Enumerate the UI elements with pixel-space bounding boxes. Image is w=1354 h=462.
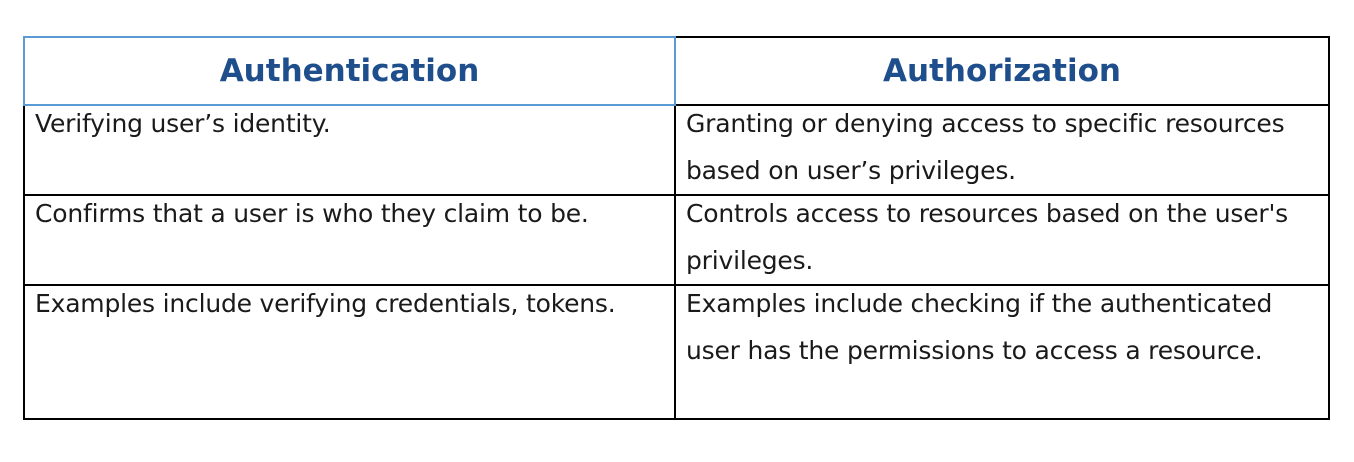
table-cell: Granting or denying access to specific r…	[674, 104, 1330, 196]
header-authentication: Authentication	[23, 36, 676, 106]
table-cell: Controls access to resources based on th…	[674, 194, 1330, 286]
table-cell: Confirms that a user is who they claim t…	[23, 194, 676, 286]
table-cell: Examples include verifying credentials, …	[23, 284, 676, 420]
table-row: Examples include verifying credentials, …	[23, 284, 1330, 420]
cell-text: Confirms that a user is who they claim t…	[35, 199, 589, 228]
table-header-row: Authentication Authorization	[23, 36, 1330, 106]
comparison-table-container: Authentication Authorization Verifying u…	[23, 36, 1330, 420]
cell-text: Examples include verifying credentials, …	[35, 289, 616, 318]
comparison-table: Authentication Authorization Verifying u…	[23, 36, 1330, 420]
cell-text: Controls access to resources based on th…	[686, 199, 1288, 275]
cell-text: Granting or denying access to specific r…	[686, 109, 1285, 185]
table-cell: Examples include checking if the authent…	[674, 284, 1330, 420]
cell-text: Examples include checking if the authent…	[686, 289, 1273, 365]
table-row: Confirms that a user is who they claim t…	[23, 194, 1330, 286]
header-authorization: Authorization	[674, 36, 1330, 106]
cell-text: Verifying user’s identity.	[35, 109, 331, 138]
table-cell: Verifying user’s identity.	[23, 104, 676, 196]
table-row: Verifying user’s identity. Granting or d…	[23, 104, 1330, 196]
